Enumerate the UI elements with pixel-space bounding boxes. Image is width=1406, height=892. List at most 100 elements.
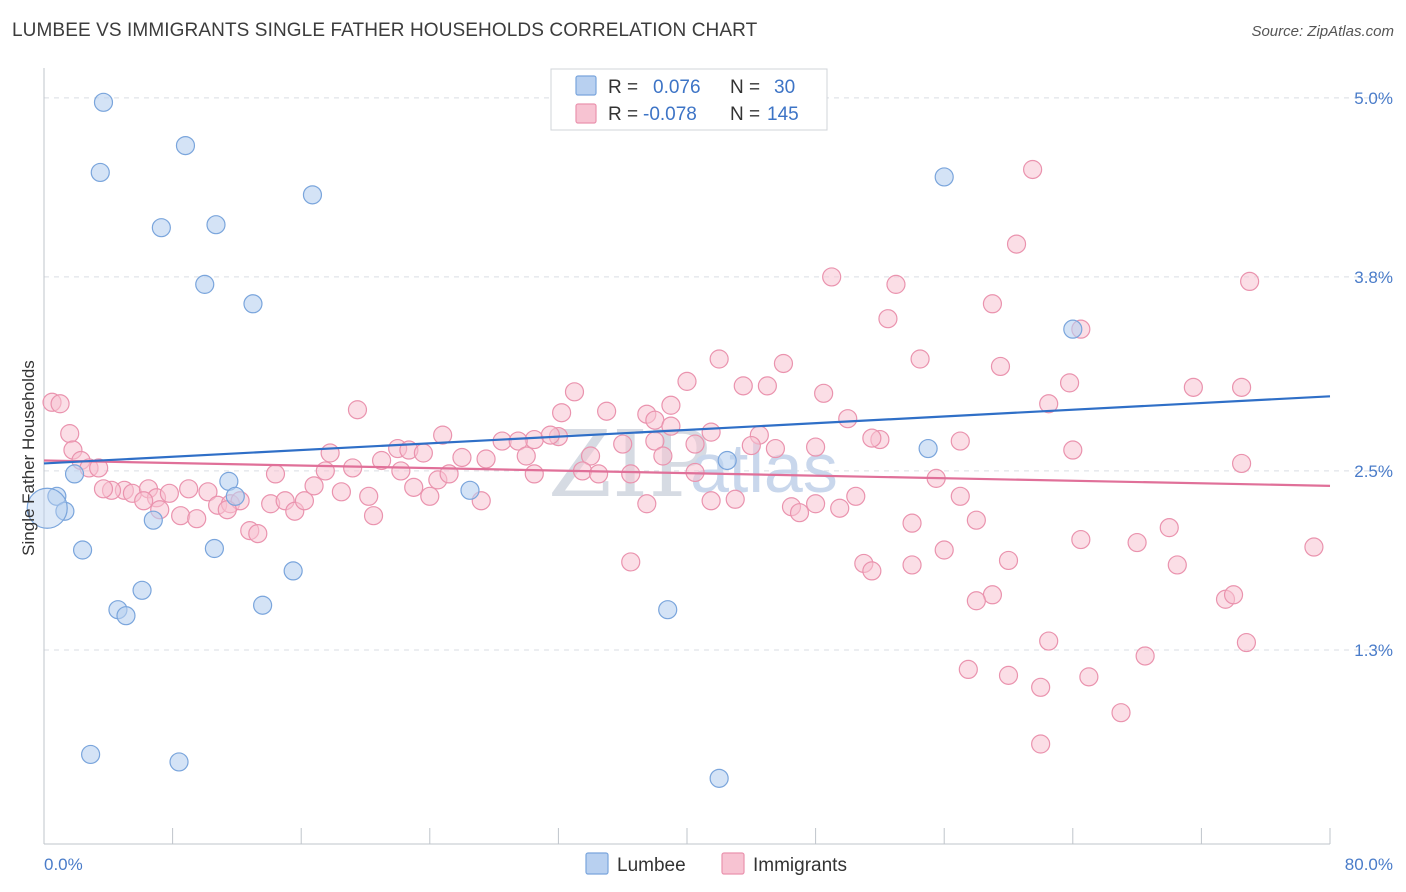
immigrants-point — [320, 443, 340, 463]
lumbee-point — [709, 768, 729, 788]
lumbee-point — [283, 561, 303, 581]
top-legend: R = 0.076 N = 30 R = -0.078 N = 145 — [550, 68, 828, 131]
bottom-legend-swatch-lumbee — [585, 852, 609, 875]
immigrants-point — [661, 395, 681, 415]
immigrants-point — [1183, 377, 1203, 397]
immigrants-point — [910, 349, 930, 369]
immigrants-point — [950, 431, 970, 451]
lumbee-point — [81, 744, 101, 765]
legend-r-value-immigrants: -0.078 — [643, 104, 697, 125]
immigrants-point — [524, 464, 544, 484]
immigrants-point — [1304, 537, 1324, 557]
immigrants-point — [998, 665, 1019, 685]
immigrants-points — [42, 159, 1324, 754]
lumbee-point — [204, 538, 224, 559]
immigrants-point — [159, 483, 179, 503]
immigrants-point — [89, 458, 109, 478]
immigrants-trend-line — [43, 459, 1331, 487]
immigrants-point — [1031, 734, 1051, 754]
immigrants-point — [304, 476, 324, 496]
x-tick-label-1: 80.0% — [1345, 855, 1393, 874]
immigrants-point — [540, 425, 560, 445]
immigrants-point — [363, 506, 384, 526]
immigrants-point — [315, 461, 335, 481]
lumbee-point — [55, 501, 75, 521]
immigrants-point — [773, 353, 794, 374]
lumbee-point — [116, 606, 136, 626]
y-tick-label-2: 3.8% — [1354, 268, 1393, 287]
immigrants-point — [1031, 677, 1051, 697]
bottom-legend-label-immigrants: Immigrants — [753, 855, 847, 876]
legend-r-label-immigrants: R = — [608, 104, 638, 125]
bottom-legend: Lumbee Immigrants — [585, 852, 847, 876]
chart-title: LUMBEE VS IMMIGRANTS SINGLE FATHER HOUSE… — [12, 20, 758, 41]
immigrants-point — [347, 400, 368, 420]
immigrants-point — [343, 458, 363, 478]
immigrants-point — [294, 491, 315, 511]
immigrants-point — [830, 498, 850, 518]
lumbee-point — [918, 438, 938, 459]
lumbee-point — [658, 600, 678, 620]
immigrants-point — [701, 491, 721, 511]
immigrants-point — [958, 659, 978, 680]
lumbee-point — [302, 185, 323, 205]
immigrants-point — [391, 461, 411, 481]
immigrants-point — [1223, 585, 1244, 605]
y-tick-label-3: 5.0% — [1354, 89, 1393, 108]
immigrants-point — [564, 382, 585, 402]
immigrants-point — [404, 477, 424, 497]
lumbee-point — [47, 486, 67, 506]
lumbee-point — [175, 136, 196, 156]
immigrants-point — [187, 509, 207, 529]
lumbee-points — [26, 92, 1083, 788]
immigrants-point — [93, 479, 114, 499]
immigrants-point — [982, 585, 1003, 605]
immigrants-point — [1079, 667, 1099, 687]
legend-r-value-lumbee: 0.076 — [653, 77, 701, 98]
gridlines — [44, 97, 1392, 651]
immigrants-point — [433, 425, 453, 445]
lumbee-point — [253, 595, 273, 615]
immigrants-point — [452, 447, 472, 468]
immigrants-point — [677, 371, 697, 391]
lumbee-point — [151, 218, 171, 238]
immigrants-point — [1071, 529, 1091, 550]
legend-swatch-lumbee — [575, 75, 597, 96]
y-tick-labels: 1.3% 2.5% 3.8% 5.0% — [1354, 89, 1393, 660]
immigrants-point — [765, 438, 786, 459]
immigrants-point — [524, 429, 544, 450]
x-tick-labels: 0.0% 80.0% — [44, 855, 1393, 874]
legend-r-label-lumbee: R = — [608, 77, 638, 98]
immigrants-point — [982, 294, 1003, 314]
lumbee-point — [93, 92, 114, 112]
immigrants-point — [878, 309, 898, 329]
immigrants-point — [198, 482, 218, 502]
immigrants-point — [1059, 373, 1080, 393]
immigrants-point — [709, 349, 729, 369]
immigrants-point — [741, 435, 761, 456]
lumbee-point — [243, 294, 263, 314]
bottom-legend-swatch-immigrants — [721, 852, 745, 875]
immigrants-point — [621, 464, 641, 484]
immigrants-point — [733, 376, 753, 396]
axes — [43, 68, 1331, 845]
lumbee-point — [1063, 319, 1083, 339]
immigrants-point — [685, 434, 705, 454]
immigrants-point — [998, 550, 1019, 571]
immigrants-point — [725, 489, 745, 509]
immigrants-point — [902, 555, 922, 575]
immigrants-point — [637, 494, 657, 514]
immigrants-point — [838, 409, 858, 429]
immigrants-point — [1063, 440, 1083, 460]
immigrants-point — [580, 446, 601, 466]
immigrants-point — [50, 394, 70, 414]
immigrants-point — [757, 376, 777, 396]
immigrants-point — [653, 446, 673, 466]
immigrants-point — [1039, 631, 1059, 651]
immigrants-point — [413, 443, 433, 463]
immigrants-point — [552, 403, 572, 423]
immigrants-point — [805, 494, 826, 514]
immigrants-point — [1039, 394, 1059, 414]
immigrants-point — [966, 591, 986, 611]
